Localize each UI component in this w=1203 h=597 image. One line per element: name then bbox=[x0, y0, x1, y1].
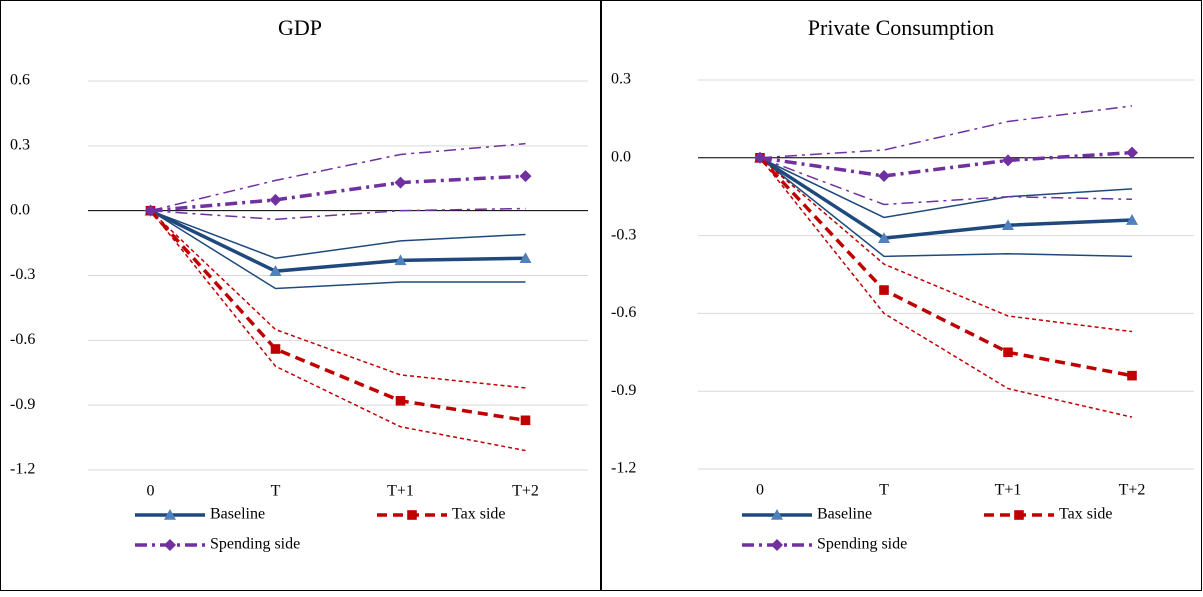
x-tick-label: T bbox=[271, 483, 281, 500]
data-point bbox=[878, 169, 890, 182]
y-tick-label: 0.0 bbox=[10, 201, 30, 218]
x-tick-label: T+1 bbox=[387, 483, 414, 500]
band-line bbox=[759, 105, 1133, 159]
band-line bbox=[150, 209, 526, 259]
legend-marker bbox=[771, 509, 783, 520]
band-line bbox=[150, 207, 526, 221]
legend-label: Tax side bbox=[1059, 506, 1113, 523]
y-tick-label: -1.2 bbox=[10, 461, 35, 478]
band-line bbox=[759, 157, 1133, 206]
data-point bbox=[394, 176, 407, 189]
legend-marker bbox=[407, 510, 417, 520]
data-point bbox=[1126, 214, 1138, 225]
series-line bbox=[759, 156, 1133, 240]
x-tick-label: 0 bbox=[756, 482, 764, 499]
data-point bbox=[1002, 154, 1014, 167]
band-line bbox=[759, 157, 1133, 258]
data-point bbox=[519, 252, 532, 264]
y-tick-label: -0.6 bbox=[611, 304, 636, 321]
data-point bbox=[1002, 219, 1014, 231]
legend-marker bbox=[164, 509, 176, 520]
legend-label: Spending side bbox=[817, 536, 907, 553]
x-tick-label: T+2 bbox=[512, 483, 539, 500]
y-tick-label: -0.3 bbox=[611, 226, 636, 243]
x-tick-label: 0 bbox=[147, 483, 155, 500]
x-tick-label: T+2 bbox=[1119, 482, 1146, 499]
x-tick-label: T+1 bbox=[995, 482, 1022, 499]
y-tick-label: -0.9 bbox=[611, 382, 636, 399]
x-tick-label: T bbox=[879, 482, 889, 499]
band-line bbox=[759, 157, 1133, 418]
y-tick-label: 0.6 bbox=[10, 72, 30, 89]
data-point bbox=[520, 415, 531, 426]
data-point bbox=[269, 193, 282, 206]
y-tick-label: 0.3 bbox=[611, 71, 631, 88]
legend-label: Tax side bbox=[452, 506, 506, 523]
y-tick-label: 0.3 bbox=[10, 137, 30, 154]
series-line bbox=[149, 209, 526, 273]
band-line bbox=[150, 142, 526, 212]
legend-marker bbox=[164, 539, 176, 551]
band-line bbox=[759, 157, 1133, 333]
legend-label: Baseline bbox=[817, 506, 872, 523]
y-tick-label: -1.2 bbox=[611, 460, 636, 477]
band-line bbox=[149, 210, 526, 389]
y-tick-label: 0.0 bbox=[611, 148, 631, 165]
data-point bbox=[269, 265, 282, 276]
legend-label: Spending side bbox=[210, 536, 300, 553]
y-tick-label: -0.9 bbox=[10, 396, 35, 413]
data-point bbox=[1127, 370, 1137, 381]
legend-marker bbox=[1014, 510, 1024, 520]
data-point bbox=[519, 170, 532, 183]
chart-title: GDP bbox=[278, 15, 322, 40]
series-line bbox=[149, 209, 526, 423]
data-point bbox=[270, 344, 281, 354]
series-line bbox=[150, 174, 526, 213]
data-point bbox=[878, 232, 890, 243]
band-line bbox=[150, 210, 526, 290]
panel-border bbox=[0, 0, 601, 591]
data-point bbox=[144, 204, 157, 217]
y-tick-label: -0.3 bbox=[10, 266, 35, 283]
band-line bbox=[759, 157, 1133, 219]
panel-border bbox=[601, 0, 1202, 591]
chart-title: Private Consumption bbox=[808, 15, 994, 40]
data-point bbox=[395, 396, 406, 406]
legend-marker bbox=[771, 539, 783, 551]
band-line bbox=[149, 210, 526, 452]
series-line bbox=[758, 156, 1133, 378]
legend-label: Baseline bbox=[210, 506, 265, 523]
y-tick-label: -0.6 bbox=[10, 331, 35, 348]
series-line bbox=[759, 150, 1133, 178]
data-point bbox=[879, 285, 889, 295]
data-point bbox=[394, 254, 407, 266]
data-point bbox=[1126, 146, 1138, 159]
data-point bbox=[1003, 347, 1013, 358]
data-point bbox=[754, 151, 766, 164]
